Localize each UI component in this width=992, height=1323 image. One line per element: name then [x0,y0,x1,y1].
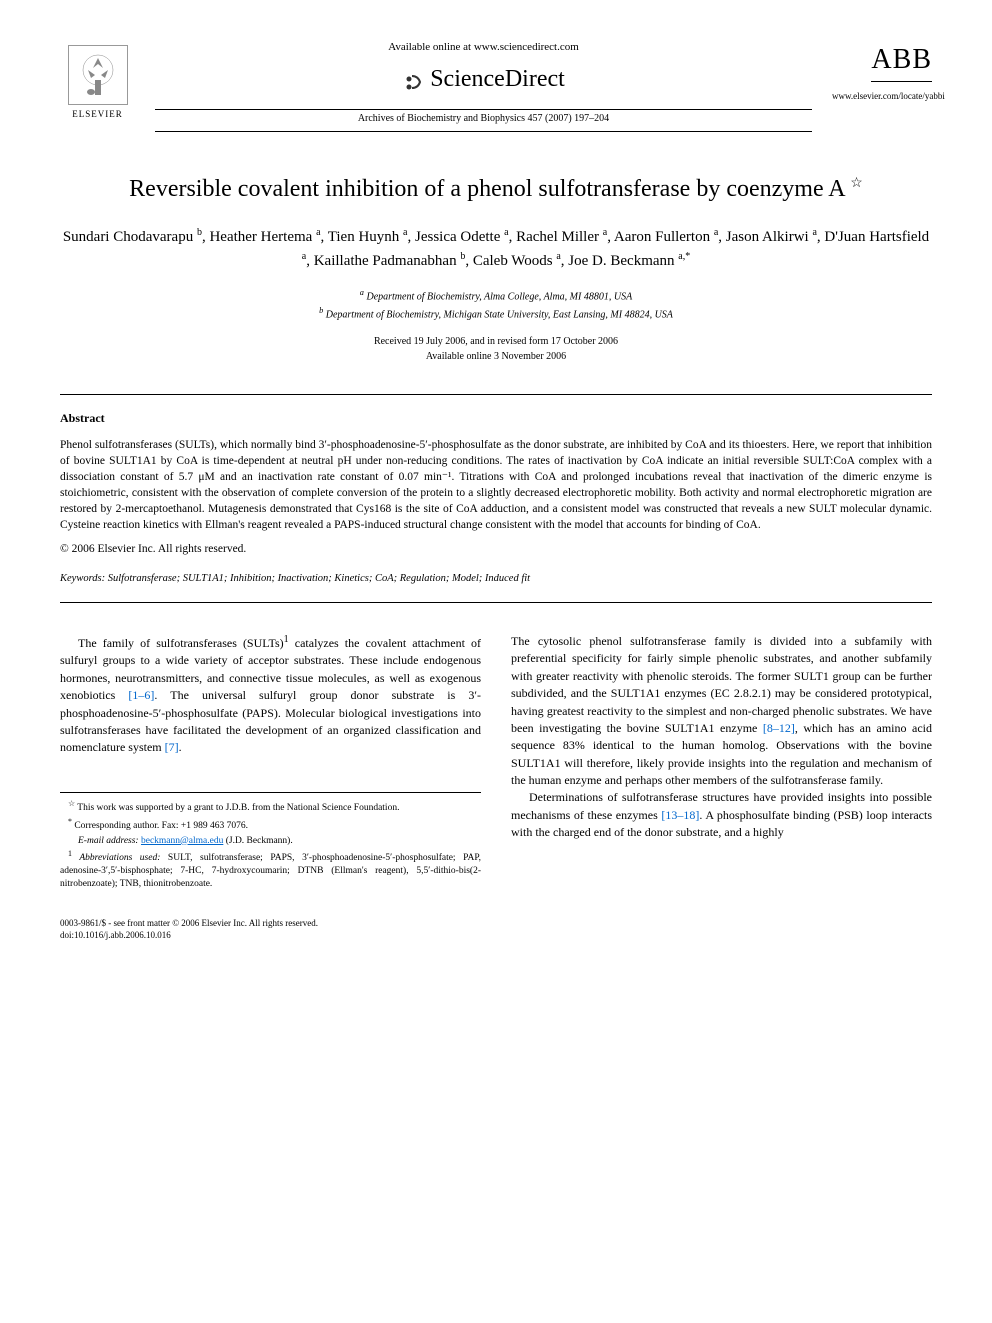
abstract-copyright: © 2006 Elsevier Inc. All rights reserved… [60,541,932,557]
body-para-3: Determinations of sulfotransferase struc… [511,789,932,841]
author-11: , Joe D. Beckmann [561,253,678,269]
body-text-1d: . [179,740,182,754]
affiliations: a Department of Biochemistry, Alma Colle… [60,287,932,322]
body-text-2a: The cytosolic phenol sulfotransferase fa… [511,634,932,735]
author-1: Sundari Chodavarapu [63,229,197,245]
sciencedirect-logo: ScienceDirect [155,63,812,97]
sciencedirect-icon [402,68,426,93]
column-right: The cytosolic phenol sulfotransferase fa… [511,633,932,893]
elsevier-tree-icon [68,45,128,105]
sciencedirect-text: ScienceDirect [430,66,565,92]
journal-logo: ABB www.elsevier.com/locate/yabbi [832,40,932,103]
author-4: , Jessica Odette [408,229,505,245]
available-online-text: Available online at www.sciencedirect.co… [155,40,812,55]
author-2: , Heather Hertema [202,229,316,245]
title-text: Reversible covalent inhibition of a phen… [129,176,844,202]
header-rule-bottom [155,131,812,132]
body-text-1a: The family of sulfotransferases (SULTs) [78,636,284,650]
ref-link-8-12[interactable]: [8–12] [763,721,795,735]
page-header: ELSEVIER Available online at www.science… [60,40,932,134]
body-para-2: The cytosolic phenol sulfotransferase fa… [511,633,932,790]
date-received: Received 19 July 2006, and in revised fo… [374,336,618,347]
affil-a-text: Department of Biochemistry, Alma College… [364,292,632,303]
ref-link-13-18[interactable]: [13–18] [661,808,699,822]
center-header: Available online at www.sciencedirect.co… [135,40,832,134]
email-link[interactable]: beckmann@alma.edu [141,836,223,846]
elsevier-logo: ELSEVIER [60,40,135,125]
date-available: Available online 3 November 2006 [426,351,566,362]
footnote-grant-text: This work was supported by a grant to J.… [75,803,399,813]
author-7: , Jason Alkirwi [718,229,812,245]
keywords-label: Keywords: [60,573,105,584]
footer-doi: doi:10.1016/j.abb.2006.10.016 [60,930,932,942]
footnotes: ☆ This work was supported by a grant to … [60,792,481,891]
body-text: The family of sulfotransferases (SULTs) 1… [60,633,932,893]
elsevier-label: ELSEVIER [72,108,123,121]
author-10: , Caleb Woods [465,253,556,269]
email-label: E-mail address: [78,836,141,846]
footnote-corr-text: Corresponding author. Fax: +1 989 463 70… [72,821,248,831]
footnote-grant: ☆ This work was supported by a grant to … [60,799,481,815]
keywords-text: Sulfotransferase; SULT1A1; Inhibition; I… [105,573,530,584]
footnote-corresponding: * Corresponding author. Fax: +1 989 463 … [60,817,481,833]
journal-citation: Archives of Biochemistry and Biophysics … [155,112,812,126]
author-8: , D'Juan Hartsfield [817,229,929,245]
author-6: , Aaron Fullerton [607,229,714,245]
body-para-1: The family of sulfotransferases (SULTs)1… [60,633,481,757]
author-3: , Tien Huynh [321,229,404,245]
article-title: Reversible covalent inhibition of a phen… [60,174,932,205]
footer-copyright: 0003-9861/$ - see front matter © 2006 El… [60,918,932,930]
journal-url: www.elsevier.com/locate/yabbi [832,90,932,103]
footnote-email: E-mail address: beckmann@alma.edu (J.D. … [60,835,481,848]
column-left: The family of sulfotransferases (SULTs) 1… [60,633,481,893]
ref-link-7[interactable]: [7] [165,740,179,754]
author-5: , Rachel Miller [509,229,603,245]
abbrev-label: Abbreviations used: [72,854,160,864]
title-note-symbol: ☆ [850,176,863,191]
keywords: Keywords: Sulfotransferase; SULT1A1; Inh… [60,572,932,587]
header-rule-top [155,109,812,110]
abstract-rule-bottom [60,602,932,603]
abstract-text: Phenol sulfotransferases (SULTs), which … [60,437,932,534]
author-9: , Kaillathe Padmanabhan [306,253,460,269]
article-dates: Received 19 July 2006, and in revised fo… [60,334,932,364]
affil-b-text: Department of Biochemistry, Michigan Sta… [323,309,673,320]
author-11-affil: a,* [678,251,690,262]
footnote-abbreviations: 1 Abbreviations used: SULT, sulfotransfe… [60,849,481,891]
abstract-rule-top [60,394,932,395]
page-footer: 0003-9861/$ - see front matter © 2006 El… [60,918,932,941]
authors-list: Sundari Chodavarapu b, Heather Hertema a… [60,225,932,272]
email-suffix: (J.D. Beckmann). [223,836,292,846]
abb-text: ABB [871,40,932,82]
ref-link-1-6[interactable]: [1–6] [128,688,154,702]
abstract-heading: Abstract [60,410,932,427]
